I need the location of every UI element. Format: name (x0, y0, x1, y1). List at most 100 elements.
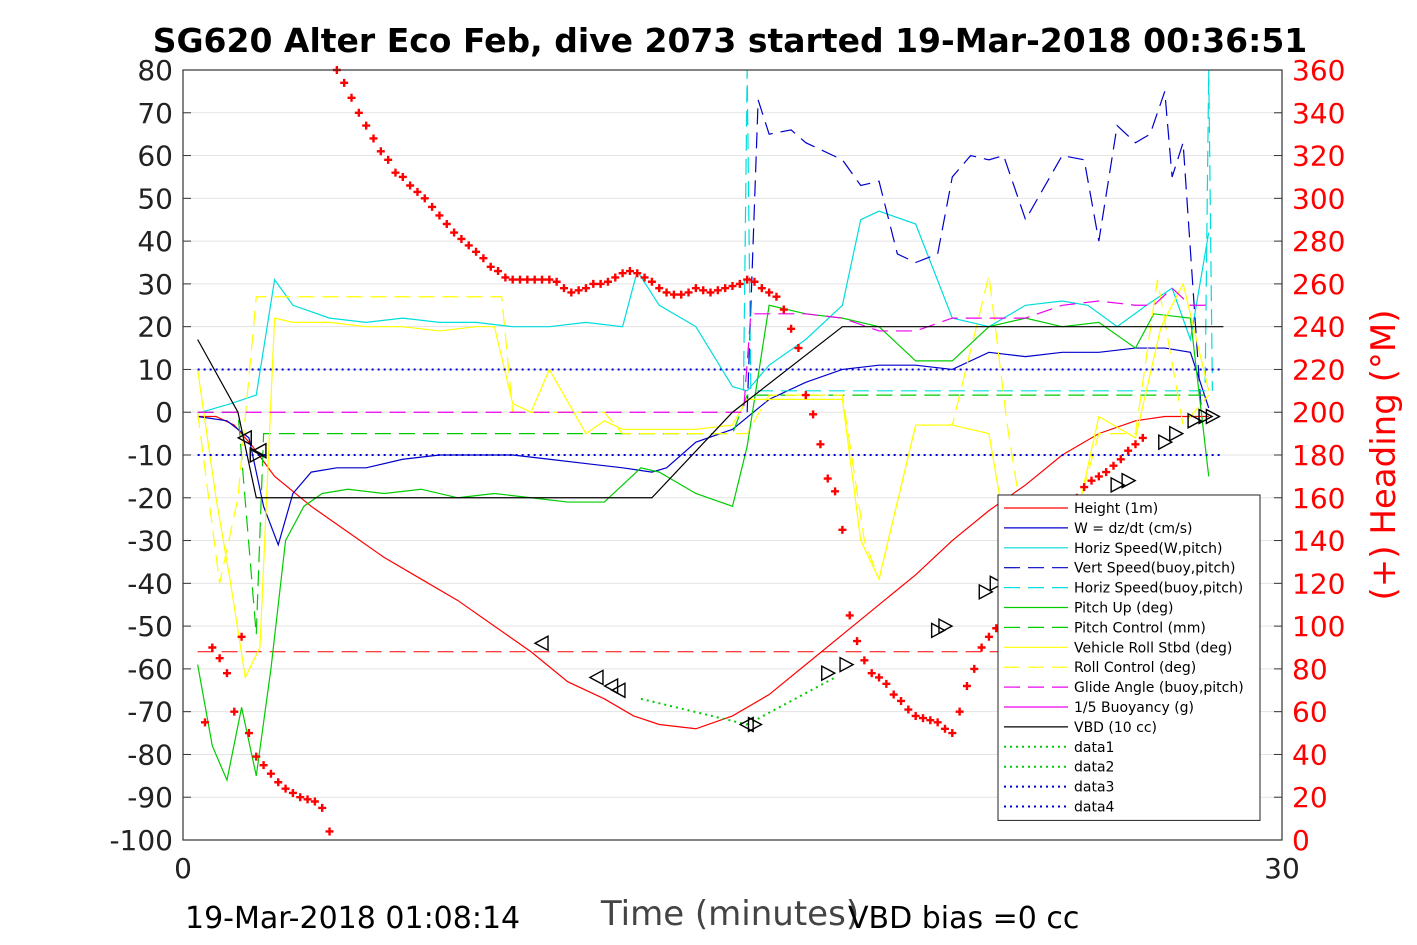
heading-point (523, 275, 532, 284)
heading-point (516, 275, 525, 284)
y2-tick-label: 340 (1292, 97, 1345, 130)
heading-point (955, 707, 964, 716)
heading-point (721, 284, 730, 293)
heading-point (684, 288, 693, 297)
triangle-marker (978, 583, 994, 601)
heading-point (625, 267, 634, 276)
y2-tick-label: 160 (1292, 482, 1345, 515)
heading-point (376, 147, 385, 156)
triangle-marker (1198, 408, 1214, 425)
footer-timestamp: 19-Mar-2018 01:08:14 (185, 901, 520, 936)
heading-point (362, 121, 371, 130)
heading-point (816, 440, 825, 449)
y2-tick-label: 20 (1292, 781, 1328, 814)
heading-point (581, 284, 590, 293)
heading-point (501, 273, 510, 282)
heading-point (244, 729, 253, 738)
heading-point (669, 290, 678, 299)
heading-point (325, 827, 334, 836)
heading-point (567, 288, 576, 297)
right-axis-label: (+) Heading (°M) (1364, 310, 1404, 601)
y-tick-label: 20 (137, 311, 173, 344)
axes-frame (182, 69, 1283, 841)
heading-point (589, 279, 598, 288)
triangle-marker (1121, 472, 1137, 489)
heading-point (406, 181, 415, 190)
heading-point (831, 487, 840, 496)
heading-point (369, 134, 378, 143)
heading-point (699, 286, 708, 295)
series-data1 (640, 697, 748, 726)
heading-point (970, 664, 979, 673)
series-pitch-up-deg (197, 304, 1210, 783)
triangle-marker (989, 575, 1005, 592)
heading-point (215, 654, 224, 663)
legend-label: Horiz Speed(buoy,pitch) (1074, 581, 1243, 597)
heading-point (845, 611, 854, 620)
heading-point (757, 284, 766, 293)
heading-point (948, 729, 957, 738)
y2-tick-label: 120 (1292, 567, 1345, 600)
heading-point (933, 718, 942, 727)
heading-point (801, 391, 810, 400)
heading-point (662, 288, 671, 297)
triangle-marker (1158, 433, 1174, 451)
heading-point (984, 632, 993, 641)
y-tick-label: -30 (127, 525, 173, 558)
heading-point (1094, 472, 1103, 481)
heading-point (779, 305, 788, 314)
heading-point (765, 288, 774, 297)
x-axis-label: Time (minutes) (600, 894, 859, 934)
heading-point (772, 292, 781, 301)
y2-tick-label: 320 (1292, 140, 1345, 173)
y2-tick-label: 80 (1292, 653, 1328, 686)
heading-point (1116, 455, 1125, 464)
series-horiz-speed-w-pitch (201, 210, 1210, 413)
y-tick-label: 10 (137, 353, 173, 386)
y2-tick-label: 40 (1292, 738, 1328, 771)
legend: Height (1m) W = dz/dt (cm/s) Horiz Speed(W… (997, 494, 1261, 821)
y-tick-label: -20 (127, 482, 173, 515)
chart-title: SG620 Alter Eco Feb, dive 2073 started 1… (153, 21, 1308, 60)
heading-point (347, 93, 356, 102)
heading-point (530, 275, 539, 284)
heading-point (787, 324, 796, 333)
y-tick-label: 30 (137, 268, 173, 301)
heading-point (296, 793, 305, 802)
heading-point (274, 778, 283, 787)
heading-point (618, 269, 627, 278)
heading-point (420, 194, 429, 203)
heading-point (743, 275, 752, 284)
y-tick-label: -100 (109, 824, 173, 857)
legend-label: Vert Speed(buoy,pitch) (1074, 561, 1236, 577)
legend-label: Roll Control (deg) (1074, 660, 1196, 676)
y-tick-label: -40 (127, 567, 173, 600)
heading-point (1080, 483, 1089, 492)
y-tick-label: -60 (127, 653, 173, 686)
heading-point (1131, 440, 1140, 449)
heading-point (508, 275, 517, 284)
heading-point (911, 711, 920, 720)
heading-point (281, 784, 290, 793)
legend-label: data3 (1074, 780, 1114, 796)
heading-point (823, 474, 832, 483)
heading-point (596, 279, 605, 288)
triangle-marker (747, 716, 763, 733)
x-tick-label: 30 (1264, 852, 1300, 885)
y2-tick-label: 360 (1292, 54, 1345, 87)
heading-point (552, 277, 561, 286)
legend-label: 1/5 Buoyancy (g) (1074, 700, 1194, 716)
heading-point (904, 705, 913, 714)
heading-point (1138, 433, 1147, 442)
heading-point (486, 262, 495, 271)
legend-label: data1 (1074, 740, 1114, 756)
heading-point (1124, 446, 1133, 455)
y-tick-label: -90 (127, 781, 173, 814)
heading-point (457, 234, 466, 243)
heading-point (574, 286, 583, 295)
heading-point (398, 172, 407, 181)
heading-point (750, 277, 759, 286)
y2-tick-label: 240 (1292, 311, 1345, 344)
y2-tick-label: 200 (1292, 396, 1345, 429)
y2-tick-label: 0 (1292, 824, 1310, 857)
